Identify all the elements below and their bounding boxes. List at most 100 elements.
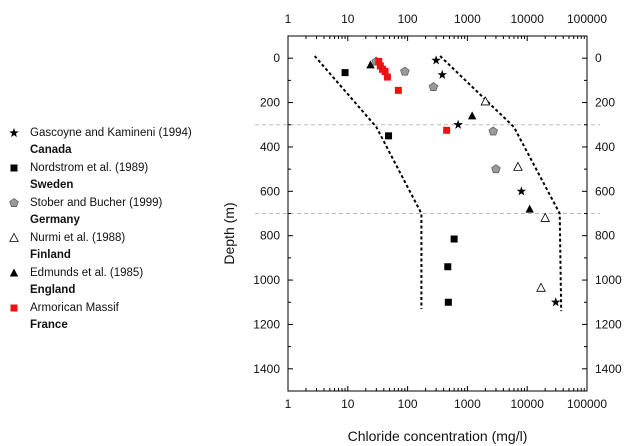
data-point-square	[381, 68, 389, 75]
x-tick-label-top: 10	[341, 12, 355, 26]
x-tick-label-top: 1	[285, 12, 292, 26]
legend-marker	[10, 304, 18, 312]
legend-series-name: Gascoyne and Kamineni (1994)	[30, 126, 192, 139]
data-point-star	[516, 186, 527, 196]
legend-entry: Germany	[8, 212, 238, 230]
data-point-open-triangle	[513, 161, 523, 171]
legend-series-name: Armorican Massif	[30, 301, 119, 314]
data-point-pentagon	[428, 82, 439, 91]
legend-entry: Gascoyne and Kamineni (1994)	[8, 124, 238, 142]
data-point-open-triangle	[540, 212, 551, 222]
data-point-square	[443, 126, 451, 134]
legend-entry: England	[8, 282, 238, 300]
y-tick-label-right: 1000	[595, 273, 622, 287]
x-tick-label-top: 100000	[567, 12, 607, 26]
data-points	[341, 55, 561, 307]
envelope-lines	[313, 55, 563, 312]
legend-series-name: Nordstrom et al. (1989)	[30, 161, 149, 174]
legend-entry: Nurmi et al. (1988)	[8, 229, 238, 247]
legend-entry: Sweden	[8, 177, 238, 195]
data-point-triangle	[366, 60, 375, 69]
ticks: 1110101001001000100010000100001000001000…	[253, 12, 622, 411]
y-tick-label-right: 600	[595, 184, 615, 198]
data-point-pentagon	[491, 164, 501, 174]
y-tick-label-left: 0	[273, 51, 280, 65]
y-tick-label-left: 1400	[253, 362, 280, 376]
y-tick-label-left: 600	[260, 184, 280, 198]
y-tick-label-left: 1000	[253, 273, 280, 287]
data-point-square	[394, 86, 402, 94]
x-axis-title: Chloride concentration (mg/l)	[348, 428, 528, 444]
data-point-square	[444, 263, 452, 271]
data-point-square	[450, 235, 458, 243]
legend-country: Canada	[30, 144, 72, 157]
x-tick-label-top: 1000	[454, 12, 481, 26]
y-tick-label-right: 200	[595, 96, 615, 110]
legend-country: Germany	[30, 214, 80, 227]
legend-entry: Armorican Massif	[8, 299, 238, 317]
legend: Gascoyne and Kamineni (1994) Canada Nord…	[8, 124, 238, 334]
data-point-square	[375, 58, 383, 66]
x-tick-label-bottom: 1000	[454, 397, 481, 411]
legend-country: Sweden	[30, 179, 74, 192]
y-tick-label-right: 0	[595, 51, 602, 65]
envelope-line-left	[313, 55, 423, 309]
y-tick-label-left: 200	[260, 96, 280, 110]
y-tick-label-left: 800	[260, 229, 280, 243]
data-point-star	[453, 119, 463, 129]
y-tick-label-left: 1200	[253, 317, 280, 331]
x-tick-label-top: 100	[398, 12, 418, 26]
legend-entry: Finland	[8, 247, 238, 265]
legend-marker	[10, 164, 18, 172]
legend-country: France	[30, 319, 68, 332]
star-marker-icon	[8, 127, 30, 139]
legend-marker	[9, 232, 19, 242]
data-point-pentagon	[400, 66, 410, 76]
legend-series-name: Edmunds et al. (1985)	[30, 266, 144, 279]
legend-entry: Nordstrom et al. (1989)	[8, 159, 238, 177]
pentagon-marker-icon	[8, 197, 30, 209]
y-axis-title: Depth (m)	[221, 202, 237, 264]
y-tick-label-right: 1400	[595, 362, 622, 376]
data-point-open-triangle	[480, 96, 491, 106]
data-point-pentagon	[488, 126, 498, 136]
x-tick-label-bottom: 1	[285, 397, 292, 411]
triangle-marker-icon	[8, 267, 30, 279]
red-square-marker-icon	[8, 302, 30, 314]
data-point-star	[437, 69, 448, 79]
legend-entry: Stober and Bucher (1999)	[8, 194, 238, 212]
data-point-square	[383, 73, 391, 81]
x-tick-label-bottom: 100000	[567, 397, 607, 411]
reference-lines	[255, 124, 600, 214]
envelope-line-right	[439, 55, 563, 312]
y-tick-label-right: 400	[595, 140, 615, 154]
legend-marker	[9, 268, 19, 277]
legend-entry: France	[8, 317, 238, 335]
legend-country: Finland	[30, 249, 71, 262]
x-tick-label-top: 10000	[511, 12, 545, 26]
y-tick-label-right: 1200	[595, 317, 622, 331]
legend-country: England	[30, 284, 76, 297]
legend-series-name: Stober and Bucher (1999)	[30, 196, 163, 209]
data-point-square	[444, 298, 452, 306]
legend-marker	[9, 197, 19, 207]
data-point-square	[341, 69, 349, 77]
square-marker-icon	[8, 162, 30, 174]
legend-entry: Edmunds et al. (1985)	[8, 264, 238, 282]
open-triangle-marker-icon	[8, 232, 30, 244]
y-tick-label-left: 400	[260, 140, 280, 154]
data-point-triangle	[525, 204, 534, 213]
y-tick-label-right: 800	[595, 229, 615, 243]
legend-entry: Canada	[8, 142, 238, 160]
data-point-square	[385, 132, 393, 140]
legend-marker	[9, 127, 19, 137]
data-point-triangle	[467, 111, 477, 120]
data-point-star	[550, 297, 561, 307]
x-tick-label-bottom: 10000	[511, 397, 545, 411]
legend-series-name: Nurmi et al. (1988)	[30, 231, 126, 244]
data-point-open-triangle	[536, 282, 546, 292]
x-tick-label-bottom: 100	[398, 397, 418, 411]
x-tick-label-bottom: 10	[341, 397, 355, 411]
